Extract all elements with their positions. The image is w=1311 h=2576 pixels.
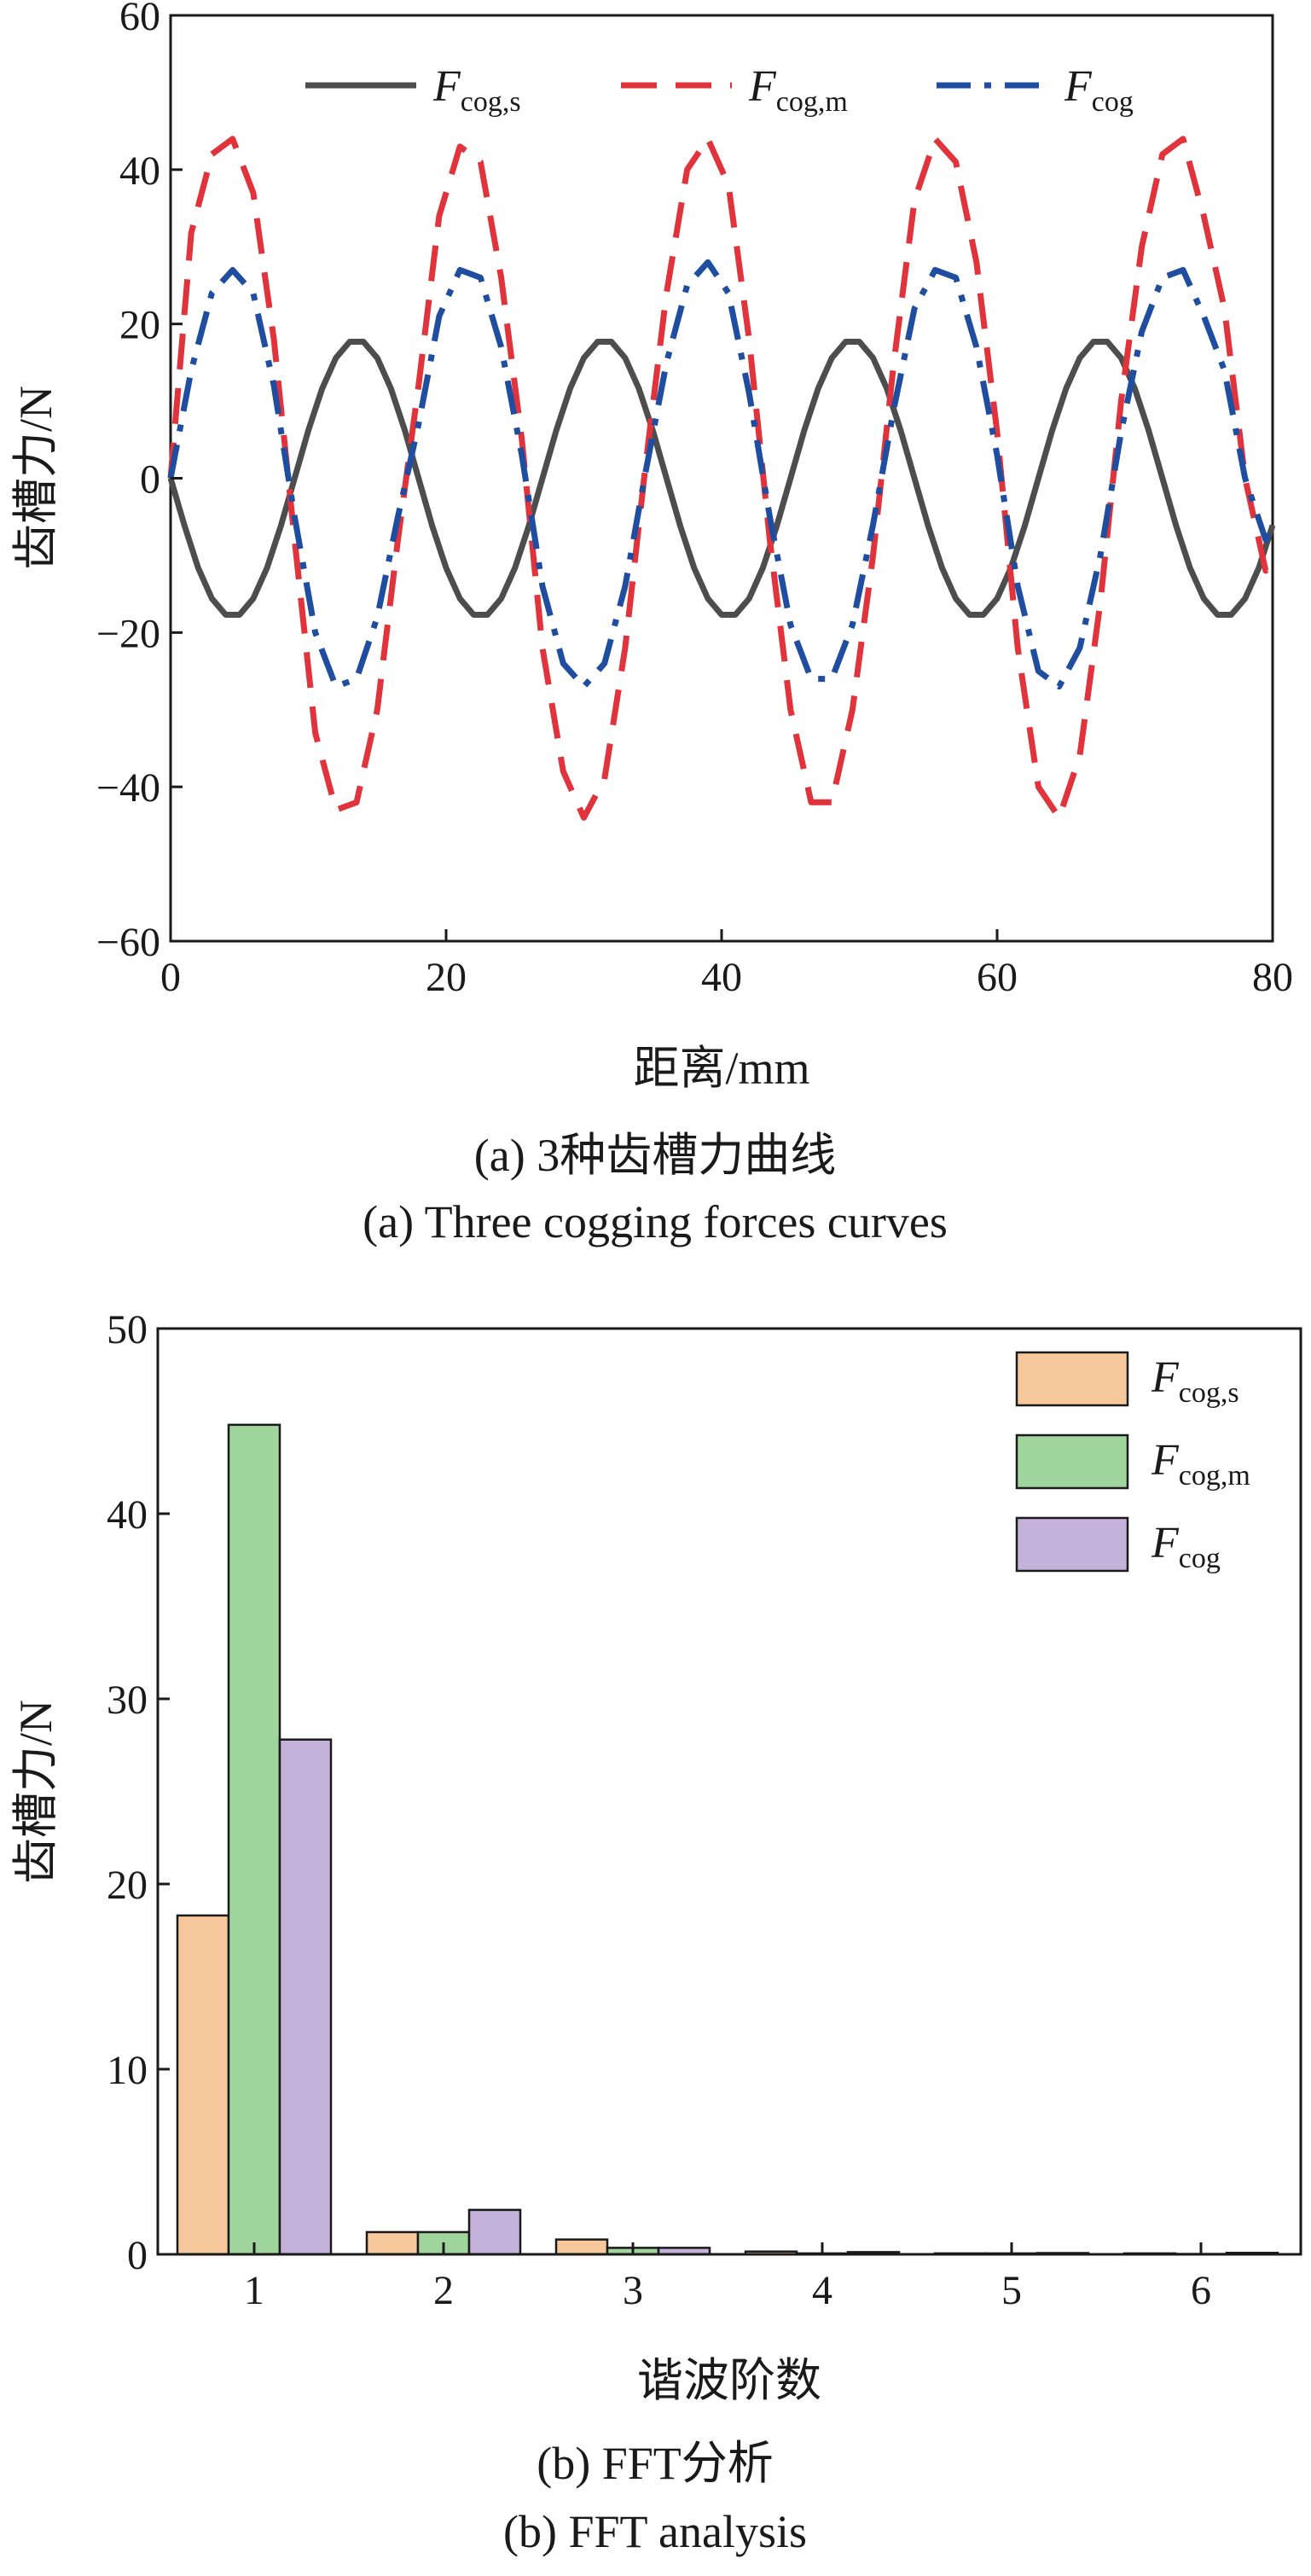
chart-a-legend-label-1: Fcog,s [432, 62, 521, 118]
chart-b-legend-swatch-2 [1015, 1433, 1129, 1490]
chart-b-legend-swatch-1 [1015, 1351, 1129, 1407]
chart-a-x-axis-label: 距离/mm [633, 1043, 809, 1094]
chart-b-y-tick-label: 20 [107, 1863, 148, 1908]
chart-a-x-tick-label: 60 [977, 955, 1018, 1000]
chart-b-x-tick-label: 4 [812, 2268, 832, 2313]
chart-b-x-axis-label: 谐波阶数 [637, 2355, 821, 2406]
chart-a-series-line-3 [167, 259, 1276, 690]
chart-a-legend: Fcog,s Fcog,m Fcog [305, 62, 1134, 118]
chart-b-x-tick-label: 5 [1001, 2268, 1022, 2313]
chart-a-ticks-group: 0 20 40 60 80 −60 −40 −20 0 20 40 60 [96, 0, 1293, 1000]
chart-b-bar-s2-c1 [227, 1423, 281, 2256]
chart-a-y-tick-label: 0 [140, 457, 160, 503]
chart-b-y-tick-label: 0 [127, 2233, 148, 2278]
chart-a-caption-en: (a) Three cogging forces curves [363, 1196, 948, 1247]
chart-b-bar-s1-c1 [176, 1914, 230, 2256]
chart-b-y-tick-label: 10 [107, 2048, 148, 2093]
chart-b-legend-label-2: Fcog,m [1151, 1436, 1250, 1492]
chart-a-series-line-2 [167, 136, 1276, 821]
chart-b-legend-label-3: Fcog [1151, 1519, 1221, 1574]
chart-b-bar: 1 2 3 4 5 6 0 10 20 30 40 50 Fcog,s Fcog,m Fcog 齿槽力/N… [10, 1307, 1302, 2557]
chart-a-x-tick-label: 20 [426, 955, 467, 1000]
chart-a-plot-frame [169, 14, 1274, 943]
chart-b-x-tick-label: 6 [1191, 2268, 1211, 2313]
chart-b-caption-en: (b) FFT analysis [503, 2506, 807, 2557]
chart-a-legend-label-2: Fcog,m [748, 62, 848, 118]
chart-a-y-tick-label: −20 [96, 611, 160, 656]
chart-b-bar-s3-c1 [278, 1738, 333, 2256]
chart-b-legend: Fcog,s Fcog,m Fcog [1015, 1351, 1250, 1574]
chart-b-y-tick-label: 50 [107, 1307, 148, 1352]
chart-a-legend-label-3: Fcog [1064, 62, 1134, 118]
chart-b-caption-zh: (b) FFT分析 [537, 2438, 774, 2489]
chart-a-x-tick-label: 80 [1252, 955, 1293, 1000]
chart-a-series-line-1 [167, 339, 1276, 618]
chart-a-y-tick-label: 40 [119, 148, 160, 194]
chart-a-caption-zh: (a) 3种齿槽力曲线 [474, 1130, 836, 1181]
chart-b-legend-swatch-3 [1015, 1516, 1129, 1573]
chart-b-ticks-group: 1 2 3 4 5 6 0 10 20 30 40 50 [107, 1307, 1211, 2313]
chart-a-x-tick-label: 40 [701, 955, 742, 1000]
chart-a-y-tick-label: −40 [96, 765, 160, 811]
chart-a-y-tick-label: 20 [119, 303, 160, 348]
chart-b-legend-label-1: Fcog,s [1151, 1353, 1239, 1409]
chart-a-series-group [167, 136, 1276, 821]
chart-b-x-tick-label: 2 [433, 2268, 454, 2313]
chart-b-plot-frame [156, 1327, 1302, 2256]
chart-a-y-tick-label: −60 [96, 920, 160, 965]
chart-b-bar-s3-c2 [467, 2208, 522, 2256]
chart-a-y-axis-label: 齿槽力/N [10, 386, 61, 570]
chart-a-x-tick-label: 0 [160, 955, 181, 1000]
chart-b-y-tick-label: 30 [107, 1678, 148, 1723]
chart-b-x-tick-label: 1 [244, 2268, 264, 2313]
chart-b-y-tick-label: 40 [107, 1492, 148, 1538]
chart-b-x-tick-label: 3 [623, 2268, 643, 2313]
chart-b-bar-s1-c3 [554, 2238, 609, 2256]
chart-b-y-axis-label: 齿槽力/N [10, 1700, 61, 1884]
chart-a-y-tick-label: 60 [119, 0, 160, 39]
chart-b-bar-s1-c2 [365, 2230, 420, 2256]
